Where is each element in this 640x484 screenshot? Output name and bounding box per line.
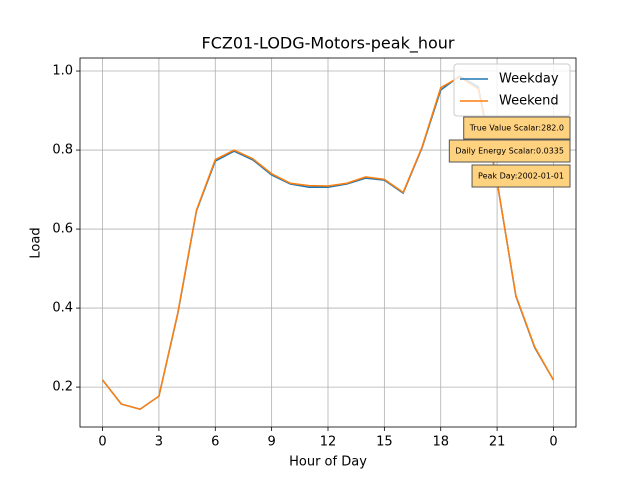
y-tick-label: 0.2 [52,380,73,395]
x-tick-label: 9 [267,435,275,450]
y-tick-label: 0.4 [52,301,73,316]
x-tick-label: 6 [211,435,219,450]
legend: Weekday Weekend [453,63,571,117]
annotation-box [448,139,571,163]
y-tick-label: 0.6 [52,222,73,237]
annotation: Daily Energy Scalar:0.0335 [448,139,571,163]
annotation-box [471,164,571,188]
annotation-text: True Value Scalar:282.0 [469,124,564,133]
x-axis-label: Hour of Day [289,455,367,470]
x-tick-label: 0 [549,435,557,450]
x-tick-label: 21 [489,435,506,450]
legend-label: Weekend [499,94,559,109]
annotation: Peak Day:2002-01-01 [471,164,571,188]
y-tick-label: 1.0 [52,64,73,79]
legend-label: Weekday [499,72,559,87]
y-tick-label: 0.8 [52,143,73,158]
annotation-box [463,116,571,140]
chart-title: FCZ01-LODG-Motors-peak_hour [202,34,455,54]
x-tick-label: 0 [98,435,106,450]
x-tick-label: 15 [376,435,393,450]
annotation-text: Peak Day:2002-01-01 [478,172,564,181]
x-tick-label: 3 [155,435,163,450]
annotation: True Value Scalar:282.0 [463,116,571,140]
legend-box [453,63,571,117]
x-tick-label: 18 [432,435,449,450]
plot-frame [79,57,577,428]
annotation-text: Daily Energy Scalar:0.0335 [455,147,564,156]
y-axis-label: Load [29,227,44,258]
x-tick-label: 12 [320,435,337,450]
